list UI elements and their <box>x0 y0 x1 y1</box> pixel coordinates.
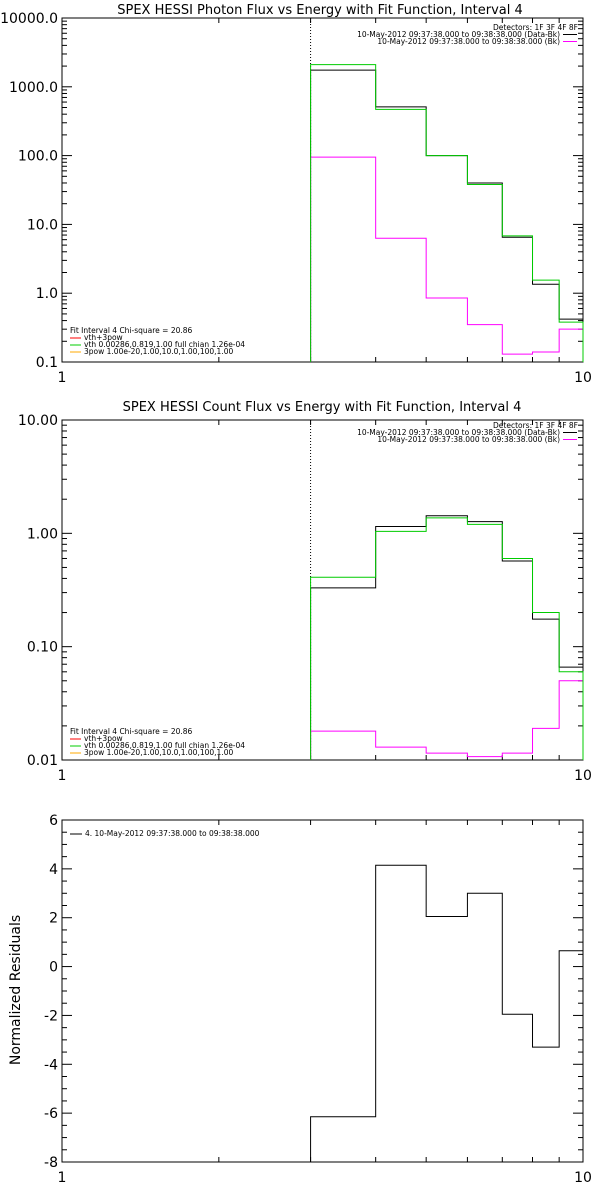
y-tick-label: 1.0 <box>36 286 58 302</box>
y-tick-label: 0.1 <box>36 355 58 371</box>
y-tick-label: 10000.0 <box>0 11 58 27</box>
y-tick-label: -8 <box>44 1155 58 1171</box>
series-data-histogram <box>310 515 584 760</box>
photon-flux-title: SPEX HESSI Photon Flux vs Energy with Fi… <box>117 3 523 18</box>
plot-frame <box>61 419 584 761</box>
y-tick-label: 10.00 <box>18 413 58 429</box>
photon-flux-panel: SPEX HESSI Photon Flux vs Energy with Fi… <box>0 3 592 386</box>
count-flux-fit-legend: Fit Interval 4 Chi-square = 20.86 vth+3p… <box>70 727 245 757</box>
plot-frame <box>61 819 584 1163</box>
y-tick-label: 10.0 <box>27 217 58 233</box>
y-tick-label: 2 <box>49 911 58 927</box>
series-background-histogram <box>310 156 584 362</box>
legend-item-bk: 10-May-2012 09:37:38.000 to 09:38:38.000… <box>377 37 560 46</box>
residuals-legend-item: 4. 10-May-2012 09:37:38.000 to 09:38:38.… <box>85 829 260 838</box>
fit-legend-item-vth: vth 0.00286,0.819,1.00 full chian 1.26e-… <box>84 741 245 750</box>
y-tick-label: -6 <box>44 1106 58 1122</box>
photon-flux-legend: Detectors: 1F 3F 4F 8F 10-May-2012 09:37… <box>357 23 578 46</box>
residuals-panel: Normalized Residuals 1 10 -8 -6 -4 -2 0 2 4 6 4. … <box>8 813 592 1186</box>
fit-legend-header: Fit Interval 4 Chi-square = 20.86 <box>70 326 193 335</box>
x-tick-label: 1 <box>58 768 67 784</box>
fit-legend-item-3pow: 3pow 1.00e-20,1.00,10.0,1.00,100,1.00 <box>84 748 233 757</box>
y-tick-label: 0 <box>49 960 58 976</box>
x-tick-label: 1 <box>58 1170 67 1186</box>
fit-legend-item-vth3pow: vth+3pow <box>84 734 123 743</box>
x-tick-label: 10 <box>574 370 592 386</box>
count-flux-title: SPEX HESSI Count Flux vs Energy with Fit… <box>123 400 522 415</box>
y-tick-label: 6 <box>49 813 58 829</box>
fit-legend-header: Fit Interval 4 Chi-square = 20.86 <box>70 727 193 736</box>
series-model-histogram <box>310 64 584 362</box>
residuals-legend: 4. 10-May-2012 09:37:38.000 to 09:38:38.… <box>70 829 260 838</box>
fit-legend-item-vth: vth 0.00286,0.819,1.00 full chian 1.26e-… <box>84 340 245 349</box>
y-tick-label: 0.01 <box>27 753 58 769</box>
legend-header: Detectors: 1F 3F 4F 8F <box>493 23 578 32</box>
fit-legend-item-3pow: 3pow 1.00e-20,1.00,10.0,1.00,100,1.00 <box>84 347 233 356</box>
residuals-y-axis-label: Normalized Residuals <box>8 915 24 1065</box>
x-tick-label: 10 <box>574 768 592 784</box>
series-data-histogram <box>310 69 584 362</box>
count-flux-panel: SPEX HESSI Count Flux vs Energy with Fit… <box>18 400 592 784</box>
y-tick-label: -4 <box>44 1057 58 1073</box>
series-model-histogram <box>310 517 584 760</box>
fit-legend-item-vth3pow: vth+3pow <box>84 333 123 342</box>
y-tick-label: 1000.0 <box>9 80 58 96</box>
series-data-histogram <box>310 864 584 1162</box>
legend-item-bk: 10-May-2012 09:37:38.000 to 09:38:38.000… <box>377 435 560 444</box>
x-tick-label: 10 <box>574 1170 592 1186</box>
legend-item-data-bk: 10-May-2012 09:37:38.000 to 09:38:38.000… <box>357 30 560 39</box>
x-tick-label: 1 <box>58 370 67 386</box>
plot-frame <box>61 17 584 363</box>
legend-header: Detectors: 1F 3F 4F 8F <box>493 421 578 430</box>
photon-flux-fit-legend: Fit Interval 4 Chi-square = 20.86 vth+3p… <box>70 326 245 356</box>
y-tick-label: 0.10 <box>27 640 58 656</box>
y-tick-label: -2 <box>44 1008 58 1024</box>
series-background-histogram <box>310 680 584 760</box>
y-tick-label: 100.0 <box>18 149 58 165</box>
y-tick-label: 4 <box>49 862 58 878</box>
count-flux-legend: Detectors: 1F 3F 4F 8F 10-May-2012 09:37… <box>357 421 578 444</box>
y-tick-label: 1.00 <box>27 526 58 542</box>
legend-item-data-bk: 10-May-2012 09:37:38.000 to 09:38:38.000… <box>357 428 560 437</box>
